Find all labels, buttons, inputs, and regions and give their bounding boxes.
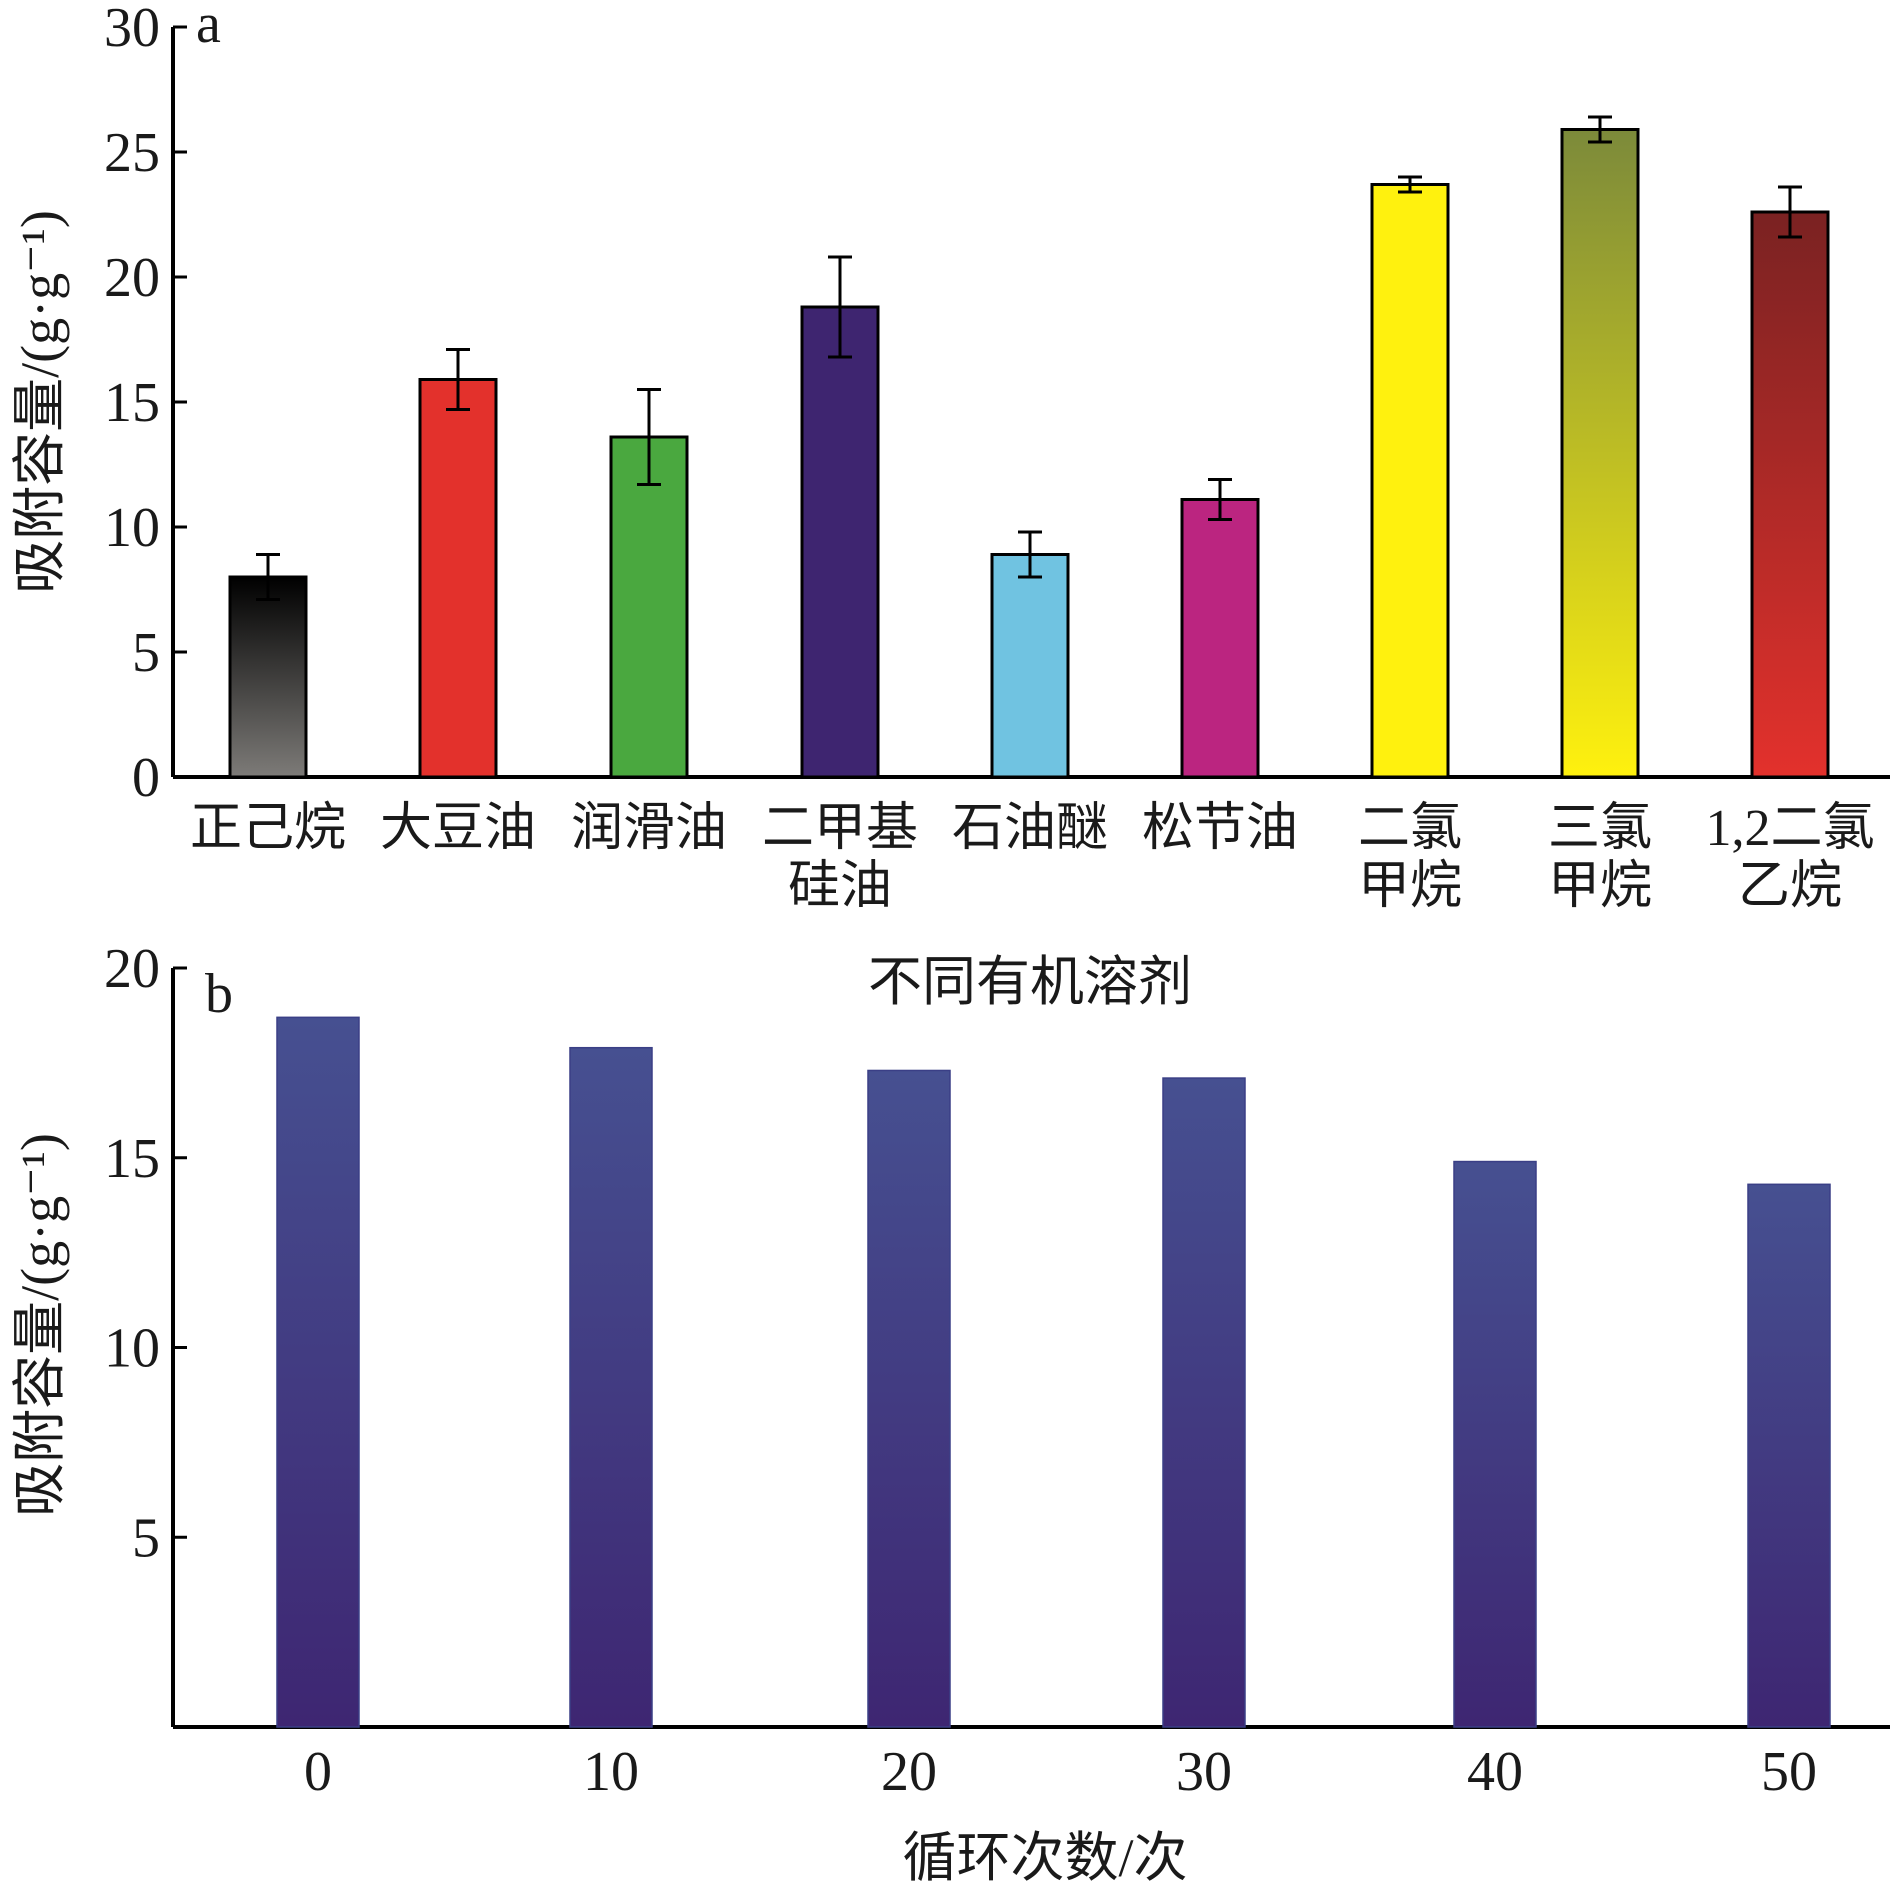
- panel-a-bar: [1750, 210, 1830, 779]
- panel-a-category-label: 石油醚: [952, 800, 1108, 857]
- panel-a-y-tick-label: 20: [104, 247, 160, 309]
- panel-a-error-bar: [828, 255, 852, 359]
- panel-a-error-bar: [256, 553, 280, 601]
- panel-a-tag: a: [196, 0, 221, 55]
- panel-a-y-tick-label: 25: [104, 122, 160, 184]
- panel-a-bar: [228, 575, 308, 779]
- panel-a-bar: [1370, 183, 1450, 779]
- panel-a-y-tick-label: 5: [132, 622, 160, 684]
- panel-a-error-bar: [1208, 478, 1232, 521]
- panel-b-y-tick-label: 20: [104, 938, 160, 1000]
- panel-b-category-label: 0: [304, 1741, 332, 1803]
- panel-a-bar: [800, 305, 880, 779]
- panel-a-category-label: 正己烷: [190, 800, 346, 857]
- panel-b-bar: [1162, 1077, 1246, 1728]
- panel-a-error-bar: [1398, 175, 1422, 194]
- panel-b-x-title: 循环次数/次: [902, 1828, 1187, 1888]
- panel-b-bar: [1747, 1183, 1831, 1728]
- panel-a-error-bar: [1018, 530, 1042, 579]
- panel-a-bar: [609, 435, 689, 779]
- panel-a-y-tick-label: 30: [104, 0, 160, 59]
- panel-b-category-label: 20: [881, 1741, 937, 1803]
- panel-a-x-title: 不同有机溶剂: [868, 952, 1192, 1012]
- panel-b-category-label: 10: [583, 1741, 639, 1803]
- panel-b-bar: [276, 1016, 360, 1728]
- panel-a-y-title: 吸附容量/(g·g⁻¹): [10, 210, 70, 594]
- panel-a-bar: [1180, 498, 1260, 779]
- panel-a-bar: [1560, 128, 1640, 779]
- panel-b-y-tick-label: 15: [104, 1128, 160, 1190]
- panel-a-category-label: 二氯甲烷: [1358, 800, 1462, 915]
- panel-a-error-bar: [1778, 185, 1802, 239]
- panel-b-category-label: 50: [1761, 1741, 1817, 1803]
- panel-a-category-label: 1,2二氯乙烷: [1705, 800, 1874, 915]
- panel-b: b 5 10 15 20 0 10 20 30 40 50 循环次数/次 吸附容量/(g·g⁻¹…: [10, 938, 1890, 1888]
- panel-b-y-tick-label: 10: [104, 1318, 160, 1380]
- panel-a-category-label: 润滑油: [571, 800, 727, 857]
- panel-b-y-title: 吸附容量/(g·g⁻¹): [10, 1133, 70, 1517]
- panel-a-y-tick-label: 0: [132, 747, 160, 809]
- panel-a-error-bar: [1588, 115, 1612, 144]
- panel-a-category-label: 二甲基硅油: [762, 800, 918, 915]
- panel-a-bar: [418, 378, 498, 779]
- panel-b-bar: [867, 1069, 951, 1728]
- panel-a-category-label: 松节油: [1142, 800, 1298, 857]
- panel-b-tag: b: [205, 963, 233, 1025]
- panel-a-category-label: 三氯甲烷: [1548, 800, 1652, 915]
- panel-a-error-bar: [446, 348, 470, 411]
- panel-b-category-label: 40: [1467, 1741, 1523, 1803]
- panel-b-bar: [569, 1046, 653, 1728]
- panel-a-category-label: 大豆油: [380, 800, 536, 857]
- panel-b-y-tick-label: 5: [132, 1507, 160, 1569]
- panel-a-bar: [990, 553, 1070, 779]
- panel-a-y-tick-label: 10: [104, 497, 160, 559]
- panel-b-bar: [1453, 1160, 1537, 1728]
- panel-a-y-tick-label: 15: [104, 372, 160, 434]
- panel-a-error-bar: [637, 388, 661, 486]
- panel-b-category-label: 30: [1176, 1741, 1232, 1803]
